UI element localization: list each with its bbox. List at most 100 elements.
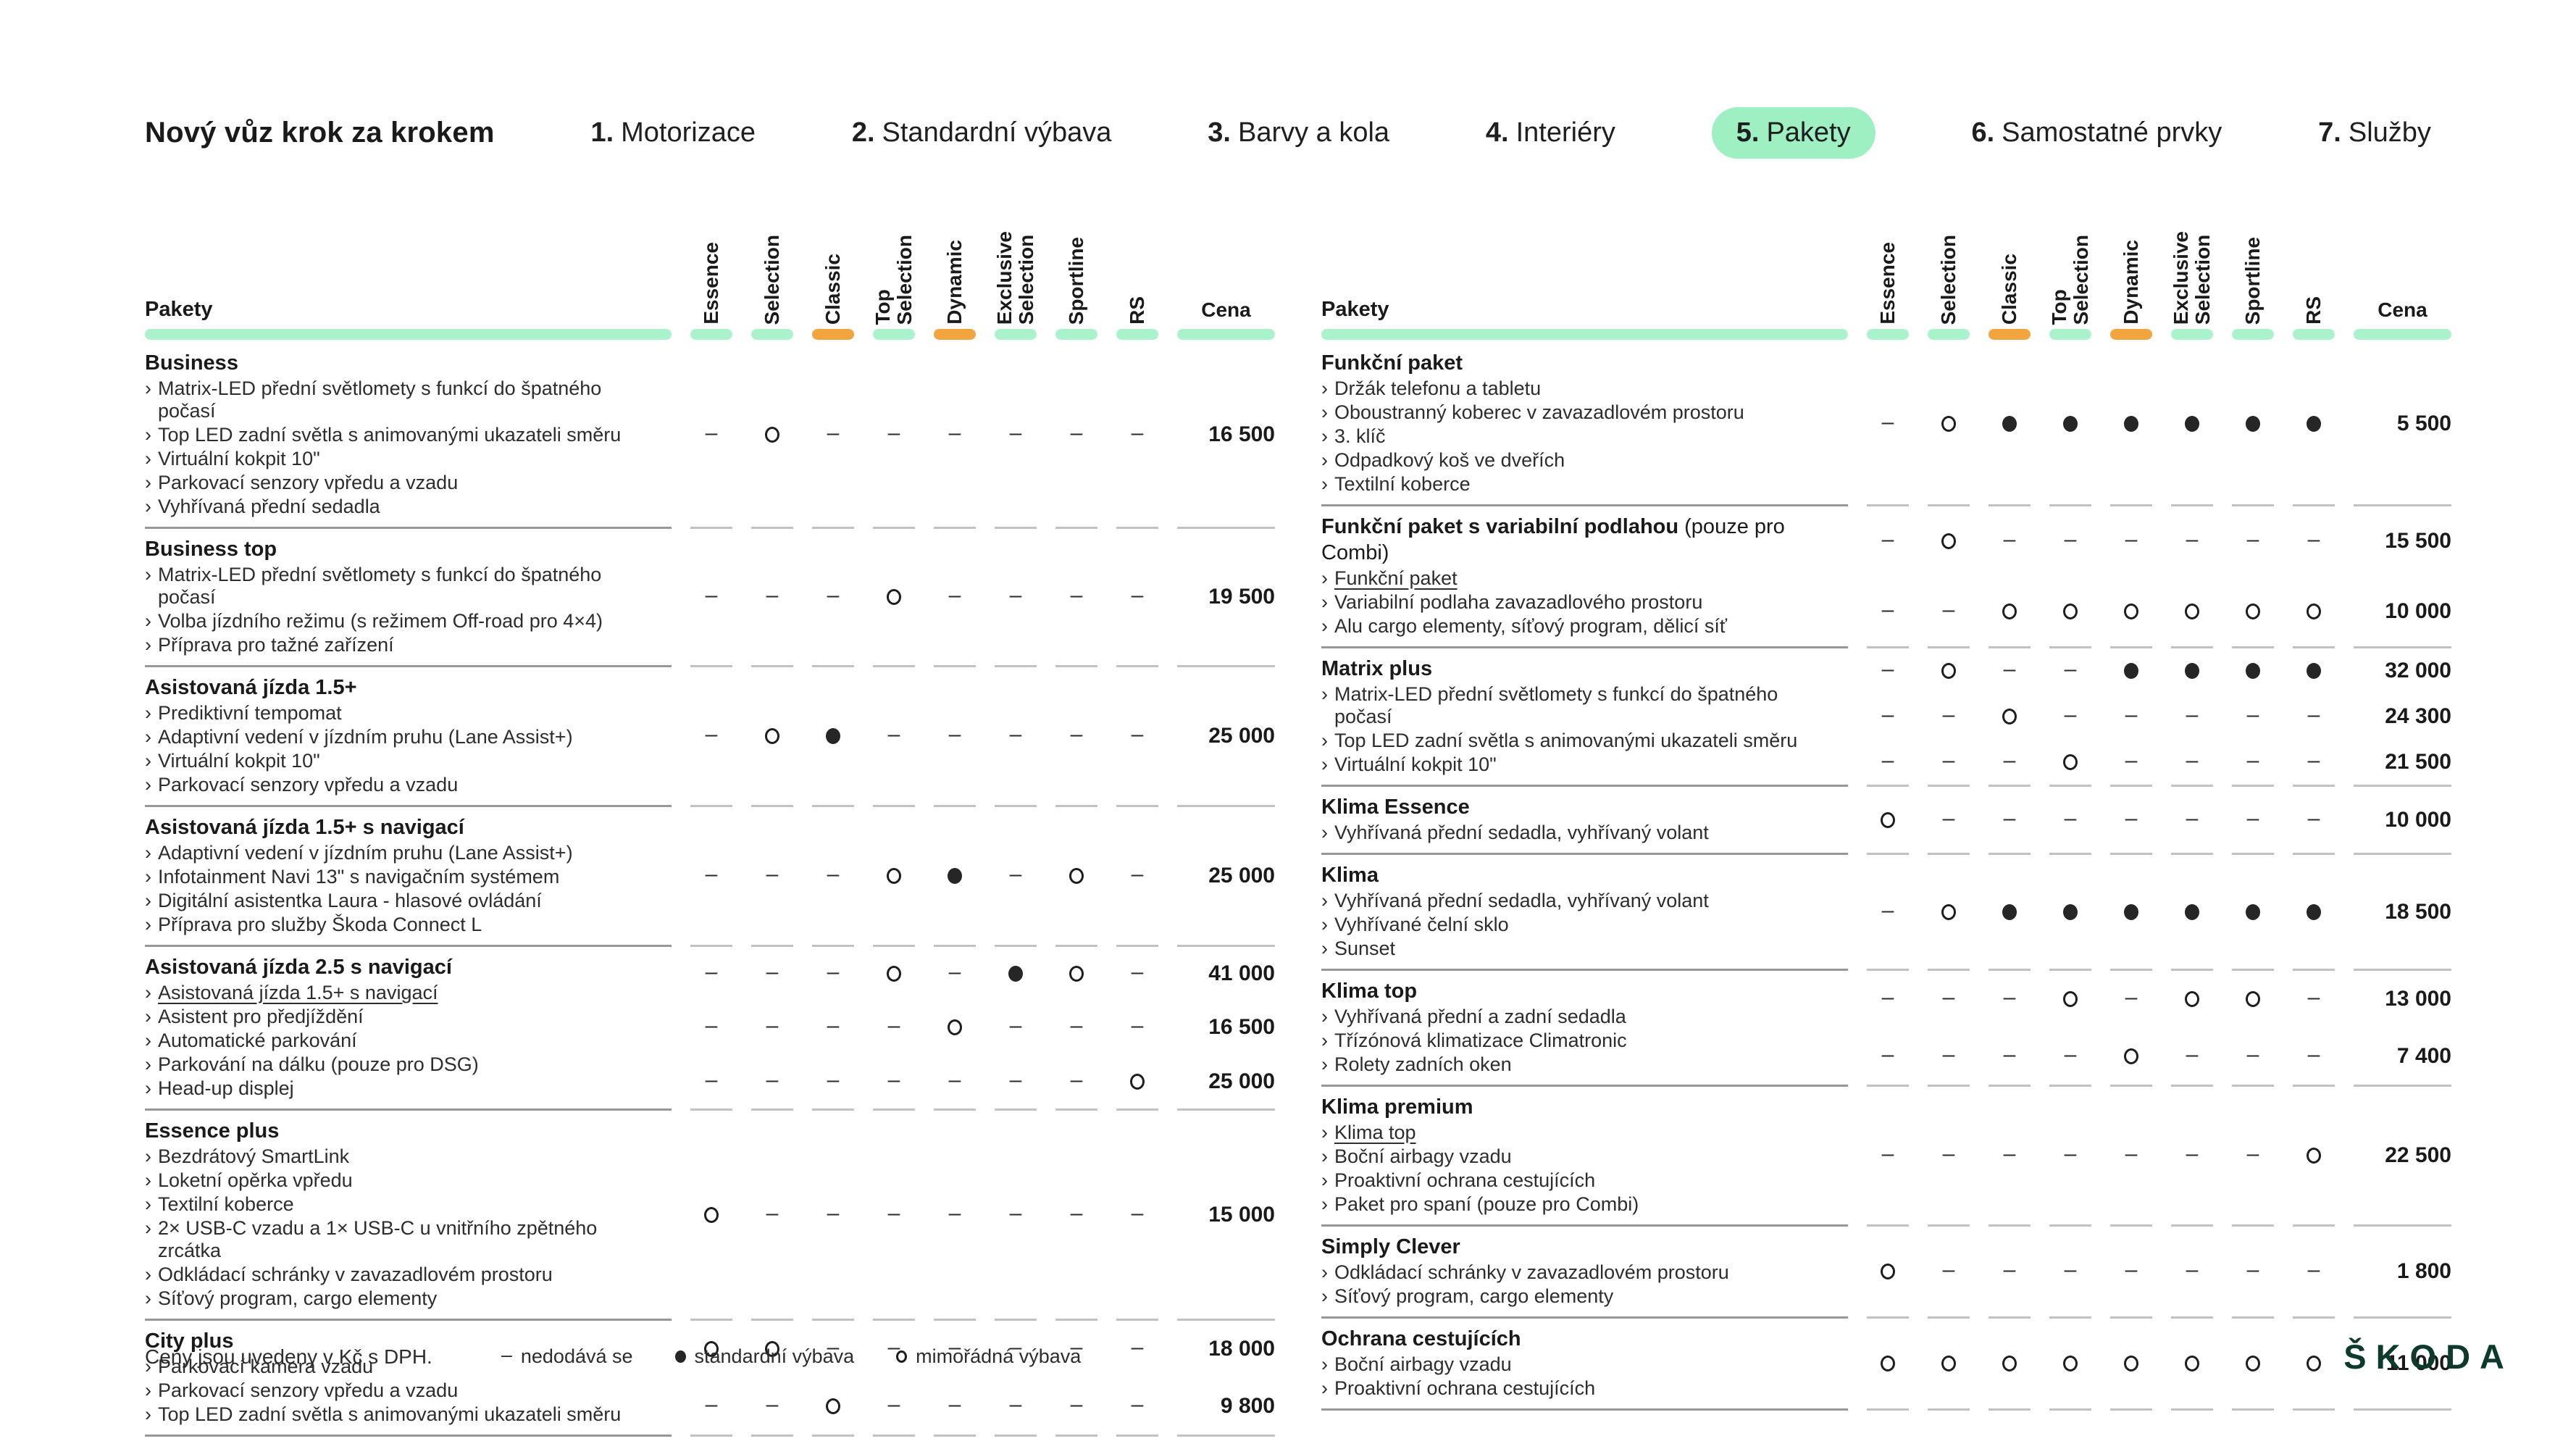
row-header-accent-bar	[145, 329, 672, 340]
row-header-label: Pakety	[1321, 298, 1389, 321]
chevron-right-icon: ›	[1321, 914, 1328, 935]
step-interi-ry[interactable]: 4. Interiéry	[1486, 107, 1615, 159]
standard-equipment-dot	[2307, 663, 2321, 680]
price-column-header: Cena	[2378, 298, 2427, 321]
package-item-text: Top LED zadní světla s animovanými ukaza…	[158, 424, 622, 446]
package-row: Klima Essence › Vyhřívaná přední sedadla, …	[1321, 787, 2451, 855]
package-item: › Boční airbagy vzadu	[1321, 1145, 1841, 1168]
package-info: Klima top › Vyhřívaná přední a zadní sedad…	[1321, 971, 1848, 1087]
availability-cell	[2232, 1319, 2274, 1411]
package-item-text: Boční airbagy vzadu	[1334, 1353, 1512, 1375]
package-title: Klima Essence	[1321, 796, 1470, 819]
availability-cell: –	[2110, 1087, 2152, 1227]
not-available-dash: –	[948, 1200, 961, 1225]
availability-cell: –	[2171, 787, 2213, 855]
not-available-dash: –	[2186, 527, 2199, 552]
optional-equipment-circle	[2063, 753, 2078, 770]
package-item-text: Příprava pro služby Škoda Connect L	[158, 914, 482, 935]
package-item: › Držák telefonu a tabletu	[1321, 377, 1841, 400]
package-item-text: Proaktivní ochrana cestujících	[1334, 1377, 1596, 1399]
step-standardn-v-bava[interactable]: 2. Standardní výbava	[852, 107, 1112, 159]
availability-cell	[2232, 577, 2274, 648]
price-cell: 25 000	[1177, 807, 1275, 947]
availability-cell	[1989, 694, 2031, 740]
column-header-selection: Selection	[751, 210, 793, 325]
package-info: Simply Clever › Odkládací schránky v zavaz…	[1321, 1227, 1848, 1319]
availability-cell: –	[2049, 1028, 2091, 1087]
availability-cell: –	[995, 529, 1037, 667]
availability-cell: –	[2110, 506, 2152, 577]
optional-equipment-circle	[2185, 1356, 2199, 1371]
not-available-dash: –	[827, 1014, 840, 1038]
package-title: Essence plus	[145, 1119, 280, 1143]
column-accent-bar-essence	[1867, 329, 1909, 340]
package-item-text: Parkování na dálku (pouze pro DSG)	[158, 1053, 479, 1075]
not-available-dash: –	[1881, 702, 1894, 727]
not-available-dash: –	[1070, 1014, 1083, 1038]
not-available-dash: –	[948, 1335, 961, 1360]
standard-equipment-dot	[948, 868, 962, 884]
not-available-dash: –	[766, 960, 779, 985]
step-slu-by[interactable]: 7. Služby	[2318, 107, 2431, 159]
package-row: City plus › Parkovací kamera vzadu › Parkova…	[145, 1321, 1275, 1437]
availability-cell: –	[995, 1001, 1037, 1054]
not-available-dash: –	[887, 1392, 900, 1416]
not-available-dash: –	[887, 722, 900, 746]
column-header-label: Selection	[761, 234, 783, 325]
column-header-label: Essence	[1876, 242, 1899, 325]
package-item-link[interactable]: Funkční paket	[1334, 567, 1458, 589]
column-accent-bar-classic	[1989, 329, 2031, 340]
package-item: › Textilní koberce	[145, 1193, 664, 1216]
availability-cell: –	[1116, 1111, 1158, 1321]
package-item-text: Vyhřívaná přední a zadní sedadla	[1334, 1006, 1626, 1027]
optional-equipment-circle	[1881, 811, 1895, 828]
package-row: Matrix plus › Matrix-LED přední světlomety…	[1321, 648, 2451, 787]
availability-cell	[2171, 971, 2213, 1028]
package-item: › Sunset	[1321, 938, 1841, 960]
optional-equipment-circle	[704, 1206, 719, 1223]
availability-cell	[1989, 855, 2031, 971]
not-available-dash: –	[2003, 748, 2016, 772]
chevron-right-icon: ›	[145, 448, 151, 469]
step-pakety[interactable]: 5. Pakety	[1711, 107, 1875, 159]
not-available-dash: –	[705, 862, 718, 886]
package-item-link[interactable]: Klima top	[1334, 1122, 1416, 1143]
not-available-dash: –	[827, 960, 840, 985]
availability-cell	[2110, 1028, 2152, 1087]
chevron-right-icon: ›	[145, 750, 151, 772]
column-header-label: RS	[1126, 296, 1148, 325]
chevron-right-icon: ›	[145, 472, 151, 493]
step-number: 3.	[1208, 117, 1231, 148]
chevron-right-icon: ›	[145, 866, 151, 888]
row-header-accent-bar	[1321, 329, 1848, 340]
package-item-text: Adaptivní vedení v jízdním pruhu (Lane A…	[158, 842, 573, 864]
step-barvy-a-kola[interactable]: 3. Barvy a kola	[1208, 107, 1389, 159]
chevron-right-icon: ›	[1321, 890, 1328, 911]
standard-equipment-dot	[2124, 663, 2138, 680]
package-item: › Boční airbagy vzadu	[1321, 1353, 1841, 1376]
availability-cell: –	[2232, 1028, 2274, 1087]
availability-cell: –	[2171, 1028, 2213, 1087]
chevron-right-icon: ›	[1321, 1122, 1328, 1143]
not-available-dash: –	[827, 1200, 840, 1225]
column-header-exclusive-selection: Exclusive Selection	[993, 210, 1037, 325]
availability-cell: –	[2171, 1087, 2213, 1227]
availability-cell: –	[934, 1111, 976, 1321]
step-samostatn-prvky[interactable]: 6. Samostatné prvky	[1971, 107, 2222, 159]
price-accent-bar	[1177, 329, 1275, 340]
step-label: Motorizace	[621, 117, 756, 148]
package-info: Funkční paket s variabilní podlahou (pou…	[1321, 506, 1848, 648]
price-cell: 1 800	[2354, 1227, 2451, 1319]
availability-cell: –	[1867, 648, 1909, 694]
package-item-link[interactable]: Asistovaná jízda 1.5+ s navigací	[158, 982, 438, 1003]
price-cell: 5 500	[2354, 343, 2451, 506]
package-item: › Funkční paket	[1321, 567, 1841, 590]
availability-cell: –	[1928, 1028, 1970, 1087]
package-item: › Paket pro spaní (pouze pro Combi)	[1321, 1193, 1841, 1216]
step-motorizace[interactable]: 1. Motorizace	[590, 107, 756, 159]
package-item: › Proaktivní ochrana cestujících	[1321, 1169, 1841, 1192]
not-available-dash: –	[1942, 985, 1955, 1010]
availability-cell	[2232, 343, 2274, 506]
chevron-right-icon: ›	[145, 496, 151, 517]
chevron-right-icon: ›	[145, 774, 151, 796]
